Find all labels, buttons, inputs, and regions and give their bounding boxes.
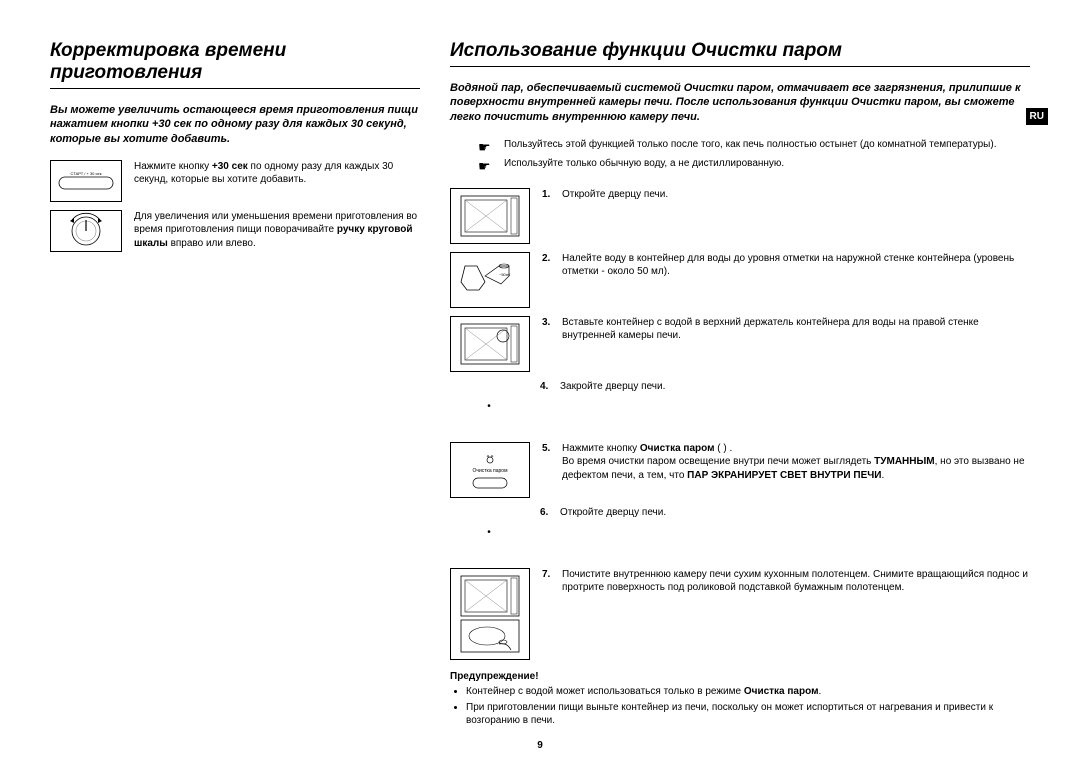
left-title: Корректировка времени приготовления xyxy=(50,40,420,89)
note-1: Пользуйтесь этой функцией только после т… xyxy=(504,138,996,157)
warning-block: Предупреждение! Контейнер с водой может … xyxy=(450,670,1030,728)
step-5-text: Нажмите кнопку Очистка паром ( ) . Во вр… xyxy=(562,442,1030,483)
start-button-illustration: СТАРТ / + 30 сек xyxy=(50,160,122,202)
step-1: 1. Откройте дверцу печи. xyxy=(450,188,1030,244)
warning-title: Предупреждение! xyxy=(450,670,1030,684)
step-7-text: Почистите внутреннюю камеру печи сухим к… xyxy=(562,568,1030,595)
pour-water-illustration: ~50ml xyxy=(450,252,530,308)
step-2-text: Налейте воду в контейнер для воды до уро… xyxy=(562,252,1030,279)
dial-illustration xyxy=(50,210,122,252)
right-title: Использование функции Очистки паром xyxy=(450,40,1030,67)
left-row-2: Для увеличения или уменьшения времени пр… xyxy=(50,210,420,252)
right-intro: Водяной пар, обеспечиваемый системой Очи… xyxy=(450,81,1030,124)
step-7: 7. Почистите внутреннюю камеру печи сухи… xyxy=(450,568,1030,660)
svg-text:Очистка паром: Очистка паром xyxy=(472,468,508,474)
left-row-1-text: Нажмите кнопку +30 сек по одному разу дл… xyxy=(134,160,420,187)
step-2: ~50ml 2. Налейте воду в контейнер для во… xyxy=(450,252,1030,308)
left-row-2-text: Для увеличения или уменьшения времени пр… xyxy=(134,210,420,251)
step-3: 3. Вставьте контейнер с водой в верхний … xyxy=(450,316,1030,372)
language-badge: RU xyxy=(1026,108,1048,125)
page-number: 9 xyxy=(537,740,543,751)
oven-open-illustration xyxy=(450,188,530,244)
step-6-text: Откройте дверцу печи. xyxy=(560,506,1030,520)
insert-container-illustration xyxy=(450,316,530,372)
note-2: Используйте только обычную воду, а не ди… xyxy=(504,157,784,176)
notes: ☛ Пользуйтесь этой функцией только после… xyxy=(450,138,1030,176)
step-4: 4. Закройте дверцу печи. xyxy=(450,380,1030,434)
left-intro: Вы можете увеличить остающееся время при… xyxy=(50,103,420,146)
svg-text:~50ml: ~50ml xyxy=(499,272,510,277)
steam-button-illustration: Очистка паром xyxy=(450,442,530,498)
pointer-icon: ☛ xyxy=(478,138,494,157)
bullet-icon xyxy=(450,506,528,560)
left-row-1: СТАРТ / + 30 сек Нажмите кнопку +30 сек … xyxy=(50,160,420,202)
pointer-icon: ☛ xyxy=(478,157,494,176)
warning-2: При приготовлении пищи выньте контейнер … xyxy=(466,701,1030,728)
warning-1: Контейнер с водой может использоваться т… xyxy=(466,685,1030,699)
step-4-text: Закройте дверцу печи. xyxy=(560,380,1030,394)
step-1-text: Откройте дверцу печи. xyxy=(562,188,1030,202)
start-button-label: СТАРТ / + 30 сек xyxy=(71,171,102,176)
step-5: Очистка паром 5. Нажмите кнопку Очистка … xyxy=(450,442,1030,498)
step-6: 6. Откройте дверцу печи. xyxy=(450,506,1030,560)
step-3-text: Вставьте контейнер с водой в верхний дер… xyxy=(562,316,1030,343)
wipe-oven-illustration xyxy=(450,568,530,660)
bullet-icon xyxy=(450,380,528,434)
